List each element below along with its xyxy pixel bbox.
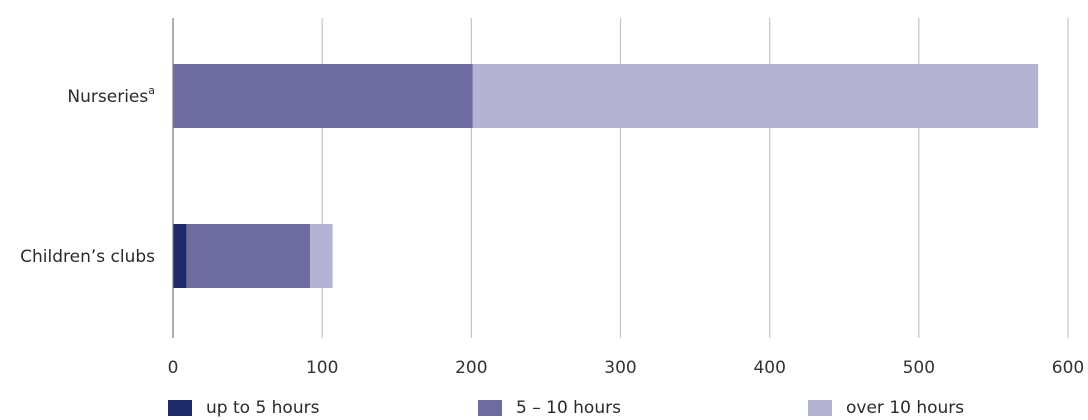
bar-1-series-0: [173, 224, 187, 288]
x-tick-label-1: 100: [306, 358, 338, 378]
category-superscript-0: a: [148, 84, 155, 97]
bar-1-series-1: [186, 224, 311, 288]
legend-label-0: up to 5 hours: [206, 398, 320, 418]
legend-swatch-0: [168, 400, 192, 416]
x-tick-label-6: 600: [1052, 358, 1084, 378]
stacked-bar-chart: 0 100 200 300 400 500 600 Nurseriesa Children’s…: [20, 18, 1085, 378]
legend-swatch-2: [808, 400, 832, 416]
legend-label-1: 5 – 10 hours: [516, 398, 621, 418]
x-tick-label-4: 400: [753, 358, 785, 378]
bar-0-series-2: [472, 64, 1039, 128]
bar-0-series-1: [173, 64, 473, 128]
legend-item-0: up to 5 hours: [168, 398, 319, 418]
bars: [173, 64, 1039, 288]
legend-swatch-1: [478, 400, 502, 416]
x-tick-labels: 0 100 200 300 400 500 600: [168, 358, 1085, 378]
legend-item-1: 5 – 10 hours: [478, 398, 621, 418]
category-labels: Nurseriesa Children’s clubs: [20, 84, 155, 267]
category-label-text-1: Children’s clubs: [20, 247, 155, 267]
legend: up to 5 hours 5 – 10 hours over 10 hours: [0, 398, 1088, 420]
legend-item-2: over 10 hours: [808, 398, 964, 418]
bar-1-series-2: [310, 224, 333, 288]
category-label-text-0: Nurseries: [67, 87, 148, 107]
category-label-0: Nurseriesa: [67, 84, 155, 107]
legend-label-2: over 10 hours: [846, 398, 965, 418]
x-tick-label-2: 200: [455, 358, 487, 378]
category-label-1: Children’s clubs: [20, 247, 155, 267]
x-tick-label-3: 300: [604, 358, 636, 378]
x-tick-label-5: 500: [903, 358, 935, 378]
x-tick-label-0: 0: [168, 358, 179, 378]
